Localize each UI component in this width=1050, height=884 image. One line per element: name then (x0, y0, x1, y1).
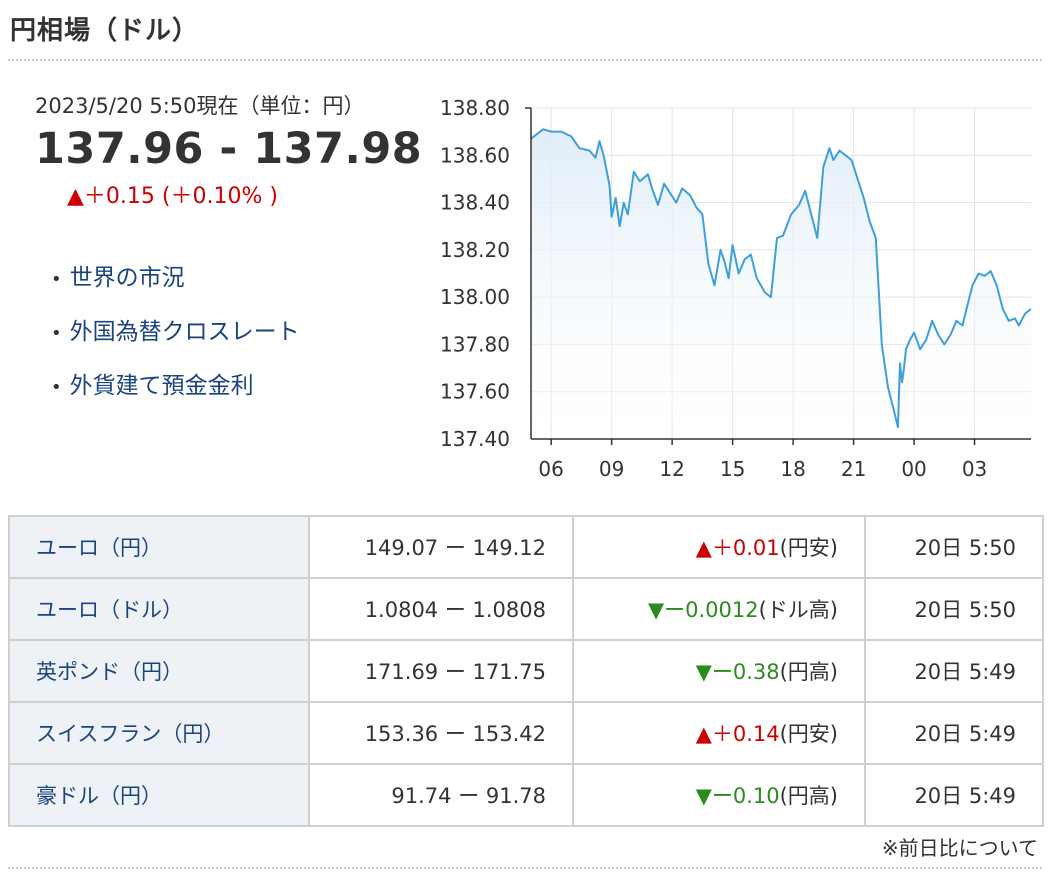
change-direction: (円高) (779, 784, 838, 808)
currency-rate: 1.0804 ー 1.0808 (308, 577, 574, 641)
currency-change: ▼ー0.10(円高) (572, 763, 866, 827)
x-tick-label: 21 (841, 457, 866, 481)
y-tick-label: 137.40 (440, 427, 510, 451)
series-area (531, 129, 1031, 440)
link-cross-rates[interactable]: 外国為替クロスレート (69, 319, 300, 345)
y-tick-label: 138.00 (440, 285, 510, 309)
currency-name[interactable]: 英ポンド（円） (8, 639, 310, 703)
currency-change: ▲＋0.14(円安) (572, 701, 866, 765)
quote-panel: 2023/5/20 5:50現在（単位：円） 137.96 - 137.98 ▲… (35, 90, 435, 414)
price-chart-svg: 138.80 138.60 138.40 138.20 138.00 137.80 137.… (440, 96, 1032, 481)
change-value: ＋0.14 (711, 722, 780, 746)
change-direction: (円安) (779, 536, 838, 560)
change-value: ＋0.01 (711, 536, 780, 560)
table-row[interactable]: 豪ドル（円） 91.74 ー 91.78 ▼ー0.10(円高) 20日 5:49 (8, 763, 1044, 827)
down-arrow-icon: ▼ (695, 784, 712, 808)
link-item-deposit-rates: • 外貨建て預金金利 (51, 360, 435, 414)
quote-rate: 137.96 - 137.98 (35, 124, 423, 174)
link-deposit-rates[interactable]: 外貨建て預金金利 (69, 373, 254, 399)
table-row[interactable]: 英ポンド（円） 171.69 ー 171.75 ▼ー0.38(円高) 20日 5:49 (8, 639, 1044, 703)
update-time: 20日 5:49 (864, 639, 1044, 703)
change-value: ー0.0012 (664, 598, 759, 622)
x-tick-label: 09 (599, 457, 624, 481)
update-time: 20日 5:49 (864, 763, 1044, 827)
currency-rate: 153.36 ー 153.42 (308, 701, 574, 765)
y-tick-label: 137.80 (440, 332, 510, 356)
change-direction: (ドル高) (758, 598, 838, 622)
cross-rates-table: ユーロ（円） 149.07 ー 149.12 ▲＋0.01(円安) 20日 5:50 ユ… (8, 515, 1044, 827)
bullet-icon: • (51, 269, 62, 290)
change-value: ー0.10 (711, 784, 780, 808)
x-tick-label: 15 (720, 457, 745, 481)
up-arrow-icon: ▲ (695, 536, 712, 560)
table-row[interactable]: ユーロ（ドル） 1.0804 ー 1.0808 ▼ー0.0012(ドル高) 20日 5… (8, 577, 1044, 641)
change-direction: (円安) (779, 722, 838, 746)
header-divider (8, 59, 1042, 61)
update-time: 20日 5:50 (864, 515, 1044, 579)
quote-timestamp: 2023/5/20 5:50現在（単位：円） (35, 94, 365, 118)
y-tick-label: 138.60 (440, 143, 510, 167)
y-tick-label: 137.60 (440, 380, 510, 404)
footnote-link[interactable]: ※前日比について (881, 836, 1038, 860)
related-links: • 世界の市況 • 外国為替クロスレート • 外貨建て預金金利 (35, 252, 435, 414)
x-tick-label: 18 (780, 457, 805, 481)
bullet-icon: • (51, 377, 62, 398)
x-tick-label: 06 (538, 457, 563, 481)
change-value: ー0.38 (711, 660, 780, 684)
currency-rate: 171.69 ー 171.75 (308, 639, 574, 703)
bullet-icon: • (51, 323, 62, 344)
link-item-world-markets: • 世界の市況 (51, 252, 435, 306)
x-tick-label: 12 (659, 457, 684, 481)
currency-change: ▼ー0.0012(ドル高) (572, 577, 866, 641)
currency-name[interactable]: スイスフラン（円） (8, 701, 310, 765)
price-chart: 138.80 138.60 138.40 138.20 138.00 137.80 137.… (440, 88, 1040, 498)
link-item-cross-rates: • 外国為替クロスレート (51, 306, 435, 360)
y-tick-label: 138.20 (440, 238, 510, 262)
update-time: 20日 5:49 (864, 701, 1044, 765)
y-tick-label: 138.40 (440, 191, 510, 215)
table-row[interactable]: ユーロ（円） 149.07 ー 149.12 ▲＋0.01(円安) 20日 5:50 (8, 515, 1044, 579)
x-tick-label: 03 (962, 457, 987, 481)
down-arrow-icon: ▼ (647, 598, 665, 622)
currency-rate: 91.74 ー 91.78 (308, 763, 574, 827)
change-direction: (円高) (779, 660, 838, 684)
footer-divider (8, 867, 1042, 869)
currency-change: ▲＋0.01(円安) (572, 515, 866, 579)
x-tick-label: 00 (901, 457, 926, 481)
currency-name[interactable]: ユーロ（ドル） (8, 577, 310, 641)
page-title: 円相場（ドル） (10, 16, 200, 46)
currency-name[interactable]: ユーロ（円） (8, 515, 310, 579)
update-time: 20日 5:50 (864, 577, 1044, 641)
up-arrow-icon: ▲ (695, 722, 712, 746)
currency-name[interactable]: 豪ドル（円） (8, 763, 310, 827)
table-row[interactable]: スイスフラン（円） 153.36 ー 153.42 ▲＋0.14(円安) 20日 5:… (8, 701, 1044, 765)
currency-change: ▼ー0.38(円高) (572, 639, 866, 703)
quote-change: ▲＋0.15 (＋0.10% ) (67, 184, 278, 209)
down-arrow-icon: ▼ (695, 660, 712, 684)
series-line (530, 128, 1032, 429)
y-tick-label: 138.80 (440, 96, 510, 120)
currency-rate: 149.07 ー 149.12 (308, 515, 574, 579)
link-world-markets[interactable]: 世界の市況 (69, 265, 185, 291)
